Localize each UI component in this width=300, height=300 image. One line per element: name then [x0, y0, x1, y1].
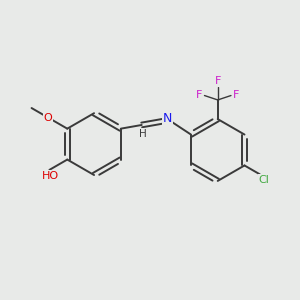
Text: F: F [233, 90, 239, 100]
Text: O: O [44, 112, 52, 123]
Text: Cl: Cl [259, 175, 270, 184]
Text: HO: HO [42, 171, 59, 182]
Text: F: F [196, 90, 202, 100]
Text: N: N [163, 112, 172, 125]
Text: H: H [139, 129, 147, 139]
Text: F: F [214, 76, 221, 86]
